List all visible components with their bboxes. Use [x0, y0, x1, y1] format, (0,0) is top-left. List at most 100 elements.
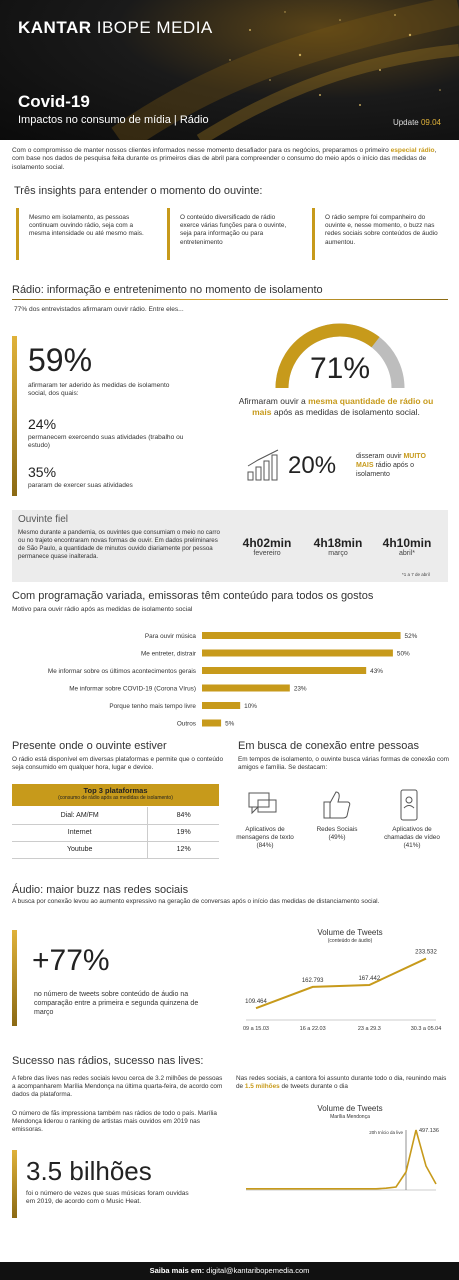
conexao-text: Em tempos de isolamento, o ouvinte busca…	[238, 756, 449, 772]
platform-table-header: Top 3 plataformas (consumo de rádio após…	[12, 784, 219, 806]
marker-label: 20h Início da live	[369, 1130, 403, 1135]
data-label: 162.793	[302, 978, 324, 984]
sucesso-heading: Sucesso nas rádios, sucesso nas lives:	[12, 1055, 204, 1067]
bar-label: Me informar sobre COVID-19 (Corona Vírus…	[69, 686, 196, 693]
presente-heading: Presente onde o ouvinte estiver	[12, 740, 167, 752]
bar	[202, 667, 367, 674]
intro-text: Com o compromisso de manter nossos clien…	[12, 147, 437, 171]
motivos-subheading: Motivo para ouvir rádio após as medidas …	[12, 606, 193, 613]
marilia-chart-subtitle: Marília Mendonça	[330, 1114, 370, 1120]
table-row: Internet 19%	[12, 824, 219, 842]
bar	[202, 632, 401, 639]
tick-label: 30.3 a 05.04	[411, 1026, 442, 1032]
series-line	[255, 957, 427, 1010]
bar-label: Porque tenho mais tempo livre	[109, 703, 196, 710]
bar	[202, 702, 241, 709]
stat-24-value: 24%	[28, 416, 57, 432]
isolamento-lead: 77% dos entrevistados afirmaram ouvir rá…	[14, 306, 184, 313]
bar	[202, 719, 222, 727]
table-row: Youtube 12%	[12, 841, 219, 859]
data-label: 109.464	[245, 999, 267, 1005]
sucesso-text-3: Nas redes sociais, a cantora foi assunto…	[236, 1075, 447, 1091]
tweets-chart-subtitle: (conteúdo de áudio)	[327, 938, 373, 944]
stat-bilhoes-value: 3.5 bilhões	[26, 1156, 152, 1186]
stat-59-value: 59%	[28, 342, 93, 378]
bar-value-label: 52%	[405, 633, 418, 640]
sucesso-text-2: O número de fãs impressiona também nas r…	[12, 1110, 217, 1134]
bar-value-label: 43%	[370, 668, 383, 675]
gauge-71-chart	[275, 323, 405, 389]
footnote: *1 a 7 de abril	[402, 572, 430, 577]
bar-value-label: 5%	[225, 721, 235, 728]
divider	[12, 299, 448, 300]
stat-35-value: 35%	[28, 464, 57, 480]
data-label: 167.442	[358, 976, 380, 982]
sucesso-text-1: A febre das lives nas redes sociais levo…	[12, 1075, 223, 1099]
bar-label: Me informar sobre os últimos acontecimen…	[48, 668, 196, 675]
bar	[202, 649, 393, 657]
stat-35-text: pararam de exercer suas atividades	[28, 482, 133, 489]
contact-email-link[interactable]: digital@kantaribopemedia.com	[206, 1266, 310, 1275]
marilia-chart-title: Volume de Tweets	[317, 1104, 383, 1113]
tick-label: 16 a 22.03	[300, 1026, 326, 1032]
accent-bar	[12, 1150, 17, 1218]
bar-value-label: 23%	[294, 686, 307, 693]
motivos-bar-chart: Para ouvir música 52% Me entreter, distrai…	[48, 632, 418, 728]
chat-label: Aplicativos de mensagens de texto (84%)	[236, 826, 294, 849]
tick-label: 09 a 15.03	[243, 1026, 269, 1032]
footer: Saiba mais em: digital@kantaribopemedia.…	[0, 1262, 459, 1280]
marilia-line-chart: 20h Início da live 497.136	[246, 1128, 439, 1191]
bar-value-label: 50%	[397, 651, 410, 658]
platform-table: Dial: AM/FM 84% Internet 19% Youtube 12%	[12, 807, 219, 859]
accent-bar	[12, 336, 17, 496]
stat-77-value: +77%	[32, 944, 110, 977]
presente-text: O rádio está disponível em diversas plat…	[12, 756, 224, 772]
bar-label: Outros	[177, 721, 196, 728]
gauge-fill	[275, 323, 380, 389]
insight-1: Mesmo em isolamento, as pessoas continua…	[16, 208, 151, 260]
stat-fevereiro: 4h02min fevereiro	[242, 536, 292, 557]
page-subtitle: Impactos no consumo de mídia | Rádio	[18, 114, 209, 126]
tick-label: 23 a 29.3	[358, 1026, 381, 1032]
kantar-logo: KANTAR IBOPE MEDIA	[18, 18, 213, 37]
motivos-heading: Com programação variada, emissoras têm c…	[12, 590, 374, 602]
bar-label: Para ouvir música	[145, 633, 197, 640]
video-call-icon	[400, 789, 418, 821]
growth-chart-icon	[247, 449, 279, 481]
social-label: Redes Sociais (49%)	[316, 826, 358, 841]
audio-heading: Áudio: maior buzz nas redes sociais	[12, 884, 189, 896]
insight-3: O rádio sempre foi companheiro do ouvint…	[312, 208, 447, 260]
stat-59-text: afirmaram ter aderido às medidas de isol…	[28, 382, 170, 398]
stat-24-text: permanecem exercendo suas atividades (tr…	[28, 434, 184, 450]
ouvinte-fiel-title: Ouvinte fiel	[18, 514, 69, 525]
update-badge: Update 09.04	[392, 118, 441, 127]
tweets-line-chart: 109.464 09 a 15.03 162.793 16 a 22.03 167.44…	[243, 950, 442, 1032]
insights-heading: Três insights para entender o momento do…	[14, 185, 263, 197]
bar	[202, 684, 290, 692]
ouvinte-fiel-text: Mesmo durante a pandemia, os ouvintes qu…	[18, 529, 220, 560]
stat-marco: 4h18min março	[313, 536, 363, 557]
insight-2: O conteúdo diversificado de rádio exerce…	[167, 208, 302, 260]
stat-20-value: 20%	[288, 452, 337, 479]
series-line	[246, 1129, 437, 1190]
stat-bilhoes-text: foi o número de vezes que suas músicas f…	[26, 1190, 189, 1206]
isolamento-heading: Rádio: informação e entretenimento no mo…	[12, 284, 323, 296]
ouvinte-fiel-panel	[12, 510, 448, 582]
accent-bar	[12, 930, 17, 1026]
data-label: 233.532	[415, 950, 437, 956]
stat-77-text: no número de tweets sobre conteúdo de áu…	[34, 991, 199, 1016]
stat-71-value: 71%	[310, 352, 371, 385]
conexao-heading: Em busca de conexão entre pessoas	[238, 740, 420, 752]
thumbs-up-icon	[323, 791, 351, 819]
stat-71-text: Afirmaram ouvir a mesma quantidade de rá…	[238, 396, 434, 417]
header-banner: KANTAR IBOPE MEDIA Covid-19 Impactos no …	[0, 0, 459, 140]
bar-value-label: 10%	[244, 703, 257, 710]
tweets-chart-title: Volume de Tweets	[317, 928, 383, 937]
gold-particles-decoration	[111, 0, 459, 140]
table-row: Dial: AM/FM 84%	[12, 807, 219, 825]
audio-text: A busca por conexão levou ao aumento exp…	[12, 898, 380, 905]
bar-label: Me entreter, distrair	[141, 651, 197, 658]
peak-label: 497.136	[419, 1128, 439, 1134]
stat-20-text: disseram ouvir MUITO MAIS rádio após o i…	[356, 453, 426, 478]
video-label: Aplicativos de chamadas de vídeo (41%)	[384, 826, 440, 849]
